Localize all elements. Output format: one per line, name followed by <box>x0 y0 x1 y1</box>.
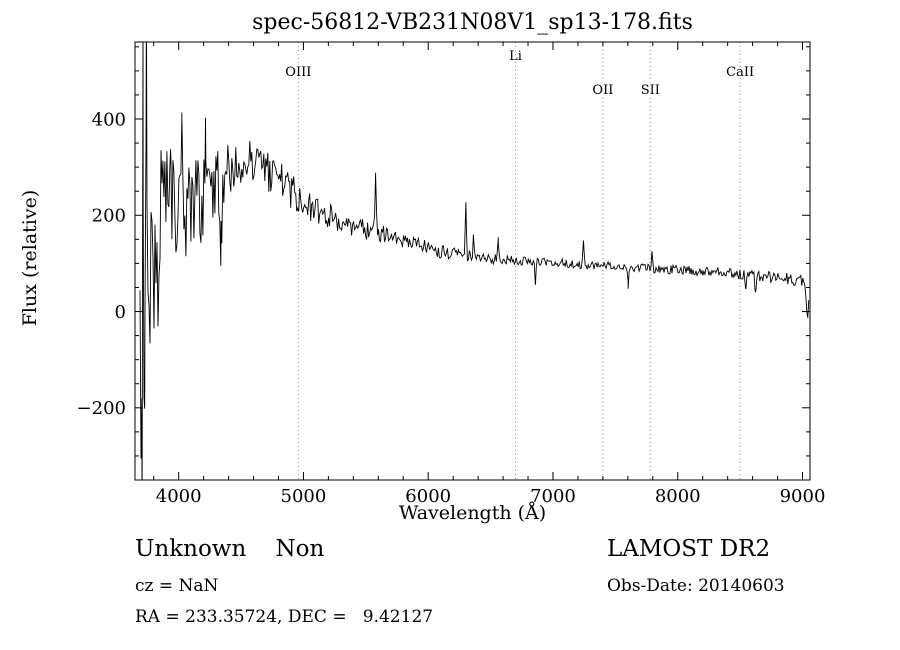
y-axis-label: Flux (relative) <box>19 189 41 327</box>
y-tick-label: 200 <box>92 206 126 227</box>
y-tick-label: −200 <box>77 398 126 419</box>
obs-date-text: Obs-Date: 20140603 <box>607 576 785 596</box>
coordinates-text: RA = 233.35724, DEC = 9.42127 <box>135 607 434 627</box>
y-tick-label: 0 <box>115 302 126 323</box>
x-tick-label: 8000 <box>655 486 701 507</box>
line-marker-label: OIII <box>285 65 311 80</box>
survey-name-text: LAMOST DR2 <box>607 536 771 562</box>
line-marker-label: CaII <box>726 65 754 80</box>
classification-text: Unknown Non <box>135 536 325 562</box>
y-tick-label: 400 <box>92 109 126 130</box>
x-tick-label: 6000 <box>405 486 451 507</box>
line-marker-label: SII <box>641 83 660 98</box>
plot-frame <box>134 41 811 481</box>
spectrum-trace <box>139 42 810 480</box>
x-axis-label: Wavelength (Å) <box>398 502 547 524</box>
x-tick-label: 5000 <box>281 486 327 507</box>
line-marker-label: OII <box>592 83 613 98</box>
chart-title: spec-56812-VB231N08V1_sp13-178.fits <box>252 10 693 35</box>
line-marker-label: Li <box>509 49 522 64</box>
x-tick-label: 9000 <box>780 486 826 507</box>
x-tick-label: 7000 <box>530 486 576 507</box>
cz-value-text: cz = NaN <box>135 576 219 596</box>
x-tick-label: 4000 <box>156 486 202 507</box>
